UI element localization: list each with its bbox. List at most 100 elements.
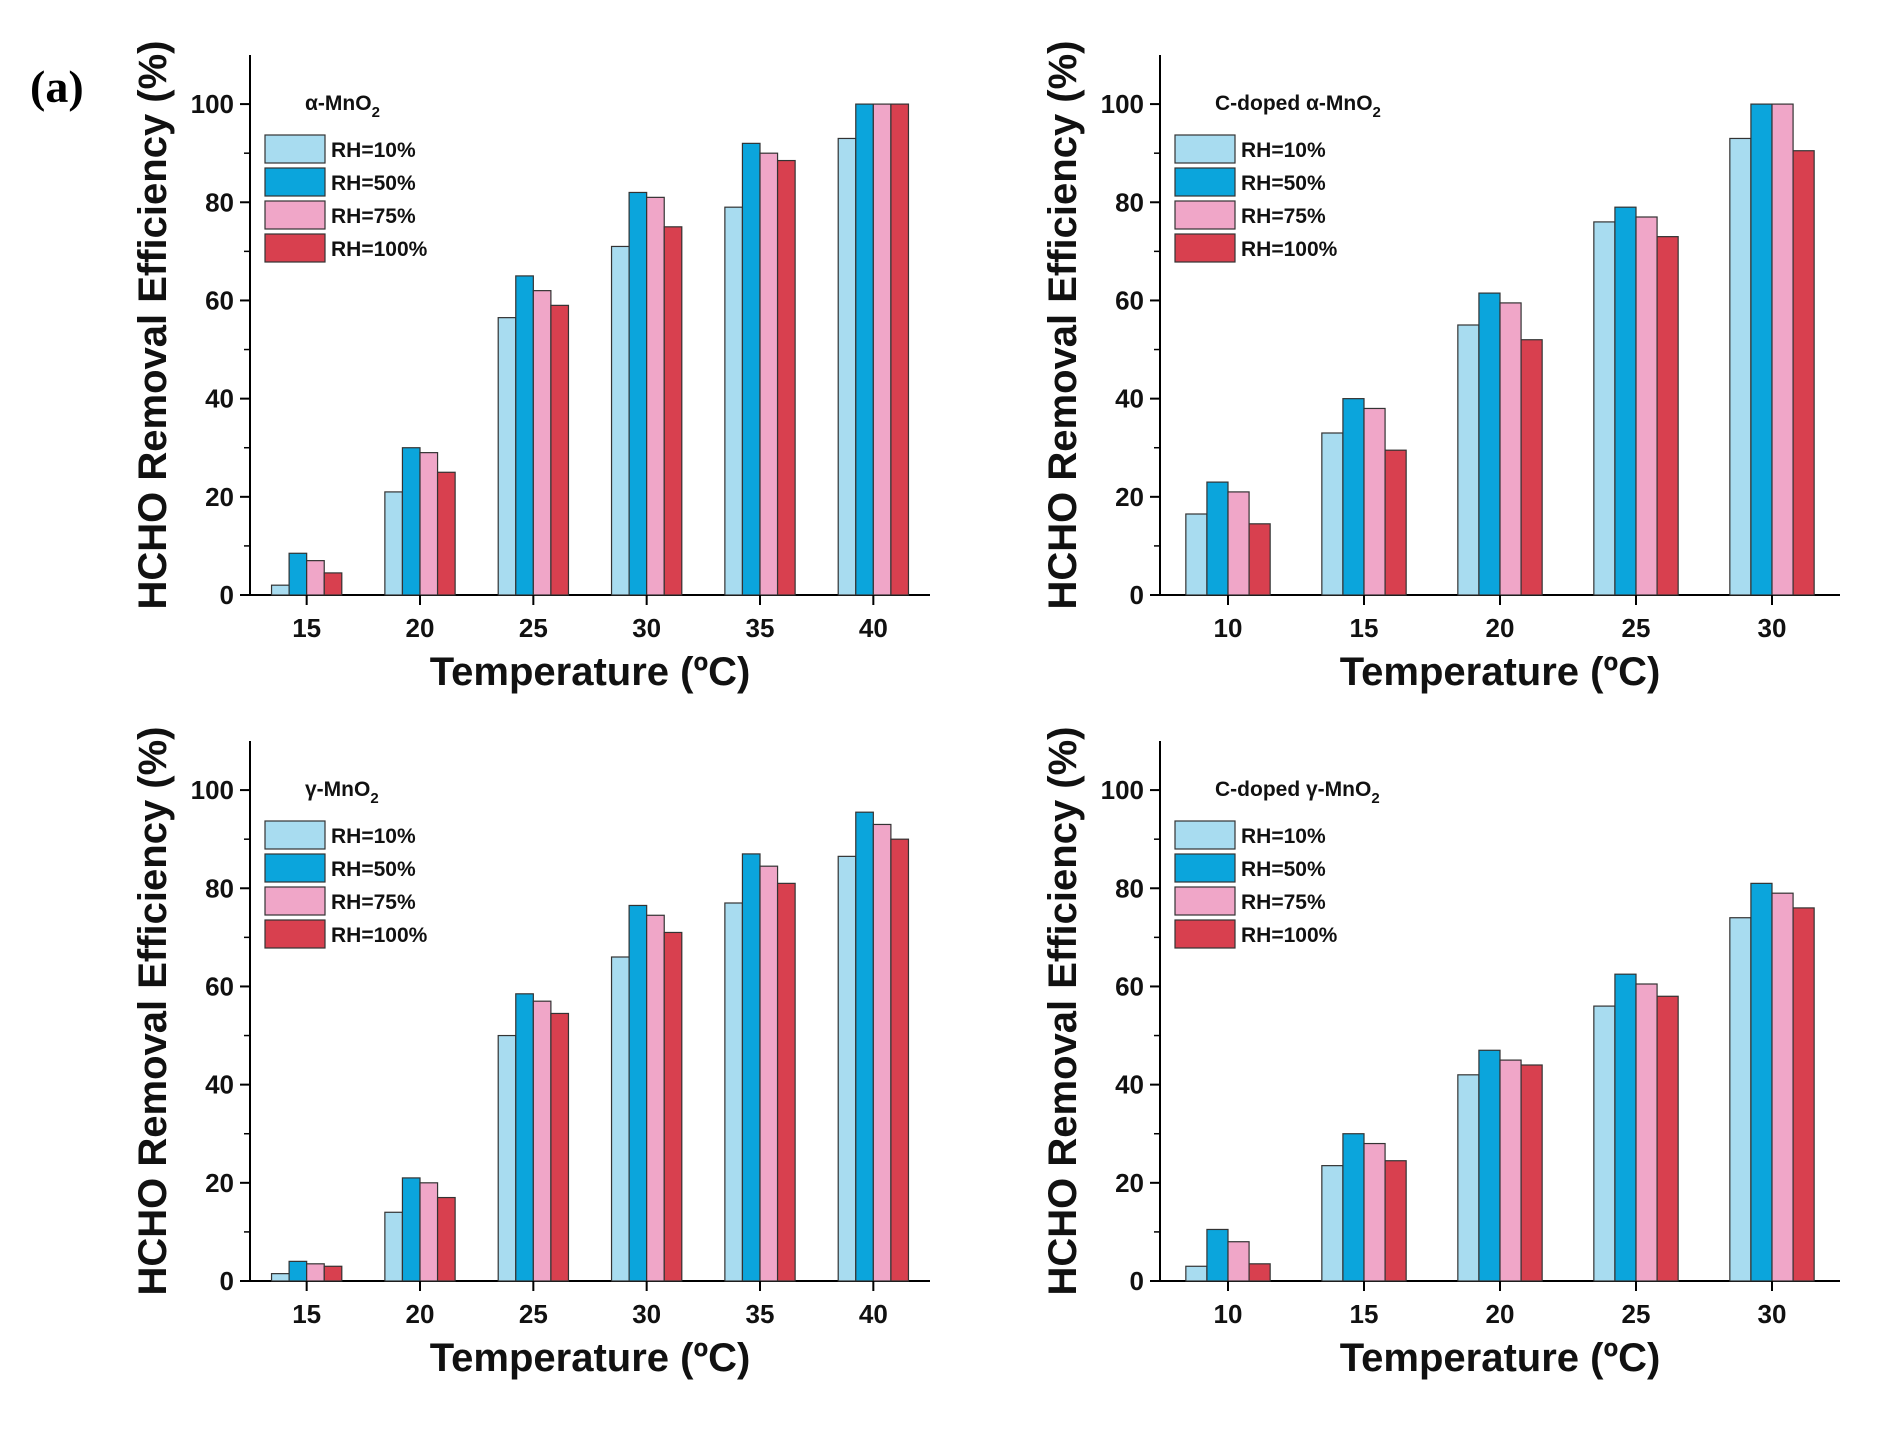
c0-bar-rh-75-40 <box>872 103 892 596</box>
c0-bar-rh-10-30 <box>610 245 630 596</box>
c0-legend-swatch-rh-75 <box>264 200 326 230</box>
c1-bar-rh-10-15 <box>1321 432 1344 596</box>
c3-ytick-label-60: 60 <box>1115 971 1144 1001</box>
c2-legend-label-rh-100: RH=100% <box>331 924 428 947</box>
c2-x-axis-title: Temperature (ºC) <box>430 1336 751 1380</box>
c2-bar-rh-50-35 <box>741 853 761 1282</box>
c3-xtick-label-20: 20 <box>1486 1299 1515 1329</box>
c3-bar-rh-75-15 <box>1363 1142 1386 1282</box>
c1-xtick-label-20: 20 <box>1486 613 1515 643</box>
c0-legend-label-rh-50: RH=50% <box>331 172 416 195</box>
c0-ytick-label-60: 60 <box>205 285 234 315</box>
c0-bar-rh-100-25 <box>550 304 570 596</box>
c1-legend-label-rh-100: RH=100% <box>1241 238 1338 261</box>
c1-legend-label-rh-10: RH=10% <box>1241 139 1326 162</box>
c0-bar-rh-50-20 <box>401 447 421 596</box>
c3-bar-rh-75-20 <box>1499 1059 1522 1282</box>
c2-bar-rh-50-25 <box>515 993 534 1282</box>
c0-legend-label-rh-100: RH=100% <box>331 238 428 261</box>
c0-bar-rh-75-20 <box>419 452 439 596</box>
c0-bar-rh-100-40 <box>890 103 910 596</box>
c2-bar-rh-100-30 <box>663 931 683 1282</box>
c0-bar-rh-10-25 <box>497 317 517 596</box>
c0-bar-rh-75-35 <box>759 152 779 596</box>
c0-bar-rh-75-15 <box>306 560 325 596</box>
c1-xtick-label-15: 15 <box>1350 613 1379 643</box>
c2-bar-rh-75-30 <box>646 914 665 1282</box>
c0-bar-rh-10-35 <box>724 206 744 596</box>
c0-bar-rh-75-25 <box>532 290 552 596</box>
c1-bar-rh-75-15 <box>1363 407 1386 596</box>
c0-legend-swatch-rh-10 <box>264 134 326 164</box>
c2-bar-rh-10-35 <box>724 902 744 1282</box>
c0-legend-label-rh-10: RH=10% <box>331 139 416 162</box>
c0-bar-rh-100-30 <box>663 226 683 596</box>
c3-legend-label-rh-100: RH=100% <box>1241 924 1338 947</box>
c2-bar-rh-75-15 <box>306 1263 325 1282</box>
c0-bar-rh-10-40 <box>837 137 857 596</box>
c0-legend-label-rh-75: RH=75% <box>331 205 416 228</box>
c1-legend-swatch-rh-10 <box>1174 134 1236 164</box>
c2-bar-rh-50-30 <box>628 904 648 1282</box>
c2-xtick-label-30: 30 <box>632 1299 661 1329</box>
c1-legend-label-rh-50: RH=50% <box>1241 172 1326 195</box>
c2-bar-rh-100-15 <box>323 1265 343 1282</box>
c1-bar-rh-50-10 <box>1206 481 1229 596</box>
c2-bar-rh-50-20 <box>401 1177 421 1282</box>
c1-bar-rh-100-30 <box>1792 150 1815 596</box>
c0-bar-rh-75-30 <box>646 196 665 596</box>
c2-bar-rh-75-40 <box>872 823 892 1282</box>
c1-ytick-label-100: 100 <box>1101 89 1144 119</box>
c1-ytick-label-20: 20 <box>1115 482 1144 512</box>
c0-bar-rh-50-35 <box>741 142 761 596</box>
c0-xtick-label-20: 20 <box>406 613 435 643</box>
chart-c-doped-gamma-mno2: 0 20 40 60 80 100 10 15 20 25 30 Temperature (ºC) HC… <box>1041 726 1840 1380</box>
c0-xtick-label-35: 35 <box>746 613 775 643</box>
c1-bar-rh-10-20 <box>1457 324 1480 596</box>
c2-chart-title: γ-MnO2 <box>305 778 379 807</box>
c2-ytick-label-20: 20 <box>205 1168 234 1198</box>
c2-xtick-label-20: 20 <box>406 1299 435 1329</box>
c3-bar-rh-75-10 <box>1227 1241 1250 1282</box>
c2-legend-swatch-rh-10 <box>264 820 326 850</box>
c3-xtick-label-30: 30 <box>1758 1299 1787 1329</box>
c0-x-axis-title: Temperature (ºC) <box>430 650 751 694</box>
c0-xtick-label-40: 40 <box>859 613 888 643</box>
c2-xtick-label-25: 25 <box>519 1299 548 1329</box>
c3-legend-swatch-rh-10 <box>1174 820 1236 850</box>
c2-ytick-label-40: 40 <box>205 1070 234 1100</box>
c2-bar-rh-100-35 <box>776 882 796 1282</box>
c0-ytick-label-0: 0 <box>220 580 234 610</box>
c3-bar-rh-10-20 <box>1457 1074 1480 1282</box>
c2-bar-rh-100-25 <box>550 1012 570 1282</box>
c3-xtick-label-10: 10 <box>1214 1299 1243 1329</box>
c0-bar-rh-50-25 <box>515 275 534 596</box>
c1-xtick-label-10: 10 <box>1214 613 1243 643</box>
c2-legend-label-rh-10: RH=10% <box>331 825 416 848</box>
c0-xtick-label-30: 30 <box>632 613 661 643</box>
c1-bar-rh-100-15 <box>1384 449 1407 596</box>
c0-bar-rh-10-15 <box>270 584 290 596</box>
c3-bar-rh-100-25 <box>1656 995 1679 1282</box>
c1-bar-rh-10-30 <box>1729 137 1752 596</box>
c2-legend-label-rh-75: RH=75% <box>331 891 416 914</box>
c2-bar-rh-10-40 <box>837 855 857 1282</box>
c2-ytick-label-0: 0 <box>220 1266 234 1296</box>
c2-legend-swatch-rh-75 <box>264 886 326 916</box>
c3-bar-rh-50-30 <box>1750 882 1773 1282</box>
c2-legend-swatch-rh-50 <box>264 853 326 883</box>
chart-alpha-mno2: 0 20 40 60 80 100 15 20 25 30 35 40 Temperature (ºC)… <box>131 40 930 694</box>
panel-label: (a) <box>30 61 84 112</box>
c1-bar-rh-75-10 <box>1227 491 1250 596</box>
c3-bar-rh-10-30 <box>1729 917 1752 1282</box>
c2-xtick-label-15: 15 <box>292 1299 321 1329</box>
c0-bar-rh-50-30 <box>628 191 648 596</box>
c1-y-axis-title: HCHO Removal Efficiency (%) <box>1041 40 1085 609</box>
c3-bar-rh-100-20 <box>1520 1064 1543 1282</box>
c3-bar-rh-50-25 <box>1614 973 1637 1282</box>
c1-chart-title: C-doped α-MnO2 <box>1215 92 1381 121</box>
c1-bar-rh-50-30 <box>1750 103 1773 596</box>
c3-bar-rh-75-30 <box>1771 892 1794 1282</box>
c3-legend-swatch-rh-75 <box>1174 886 1236 916</box>
